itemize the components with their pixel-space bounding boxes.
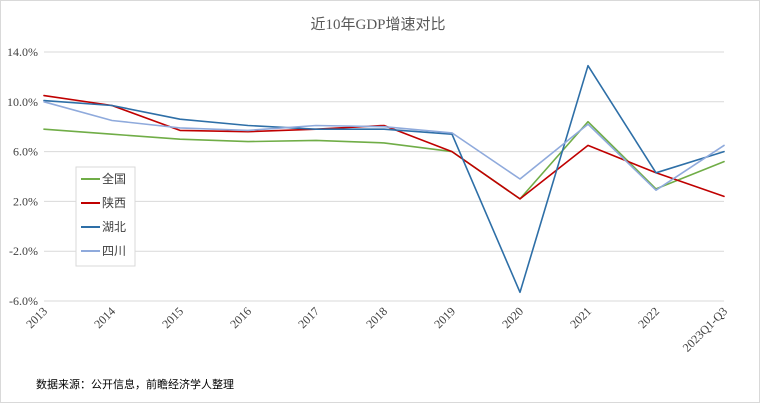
x-axis-tick-labels: 2013 2014 2015 2016 2017 2018 2019 2020 2021 2022…	[23, 304, 730, 354]
legend-label: 四川	[102, 244, 126, 258]
series-line-2	[43, 64, 725, 294]
y-tick-label: -6.0%	[9, 294, 38, 308]
x-tick-label: 2022	[635, 304, 662, 331]
x-tick-label: 2015	[159, 304, 186, 331]
y-axis-tick-labels: -6.0% -2.0% 2.0% 6.0% 10.0% 14.0%	[7, 45, 38, 308]
series-line-0	[43, 120, 725, 200]
x-tick-label: 2016	[227, 304, 254, 331]
x-tick-label: 2018	[363, 304, 390, 331]
series-line-1	[43, 94, 725, 200]
series-line-3	[43, 101, 725, 191]
legend-label: 湖北	[102, 219, 126, 234]
x-tick-label: 2013	[23, 304, 50, 331]
x-tick-label: 2020	[499, 304, 526, 331]
y-tick-label: 14.0%	[7, 45, 38, 59]
x-tick-label: 2019	[431, 304, 458, 331]
x-tick-label: 2017	[295, 304, 322, 331]
chart-title: 近10年GDP增速对比	[310, 16, 445, 33]
y-tick-label: 6.0%	[13, 145, 38, 159]
gridlines	[44, 51, 724, 302]
x-tick-label: 2023Q1-Q3	[680, 304, 730, 354]
legend-label: 全国	[102, 171, 126, 186]
y-tick-label: 2.0%	[13, 194, 38, 208]
legend-label: 陕西	[102, 195, 126, 210]
source-note: 数据来源：公开信息，前瞻经济学人整理	[36, 378, 234, 391]
series-lines	[43, 64, 725, 294]
y-tick-label: 10.0%	[7, 95, 38, 109]
x-tick-label: 2014	[91, 304, 118, 331]
y-tick-label: -2.0%	[9, 244, 38, 258]
legend-box	[75, 166, 136, 267]
x-tick-label: 2021	[567, 304, 594, 331]
